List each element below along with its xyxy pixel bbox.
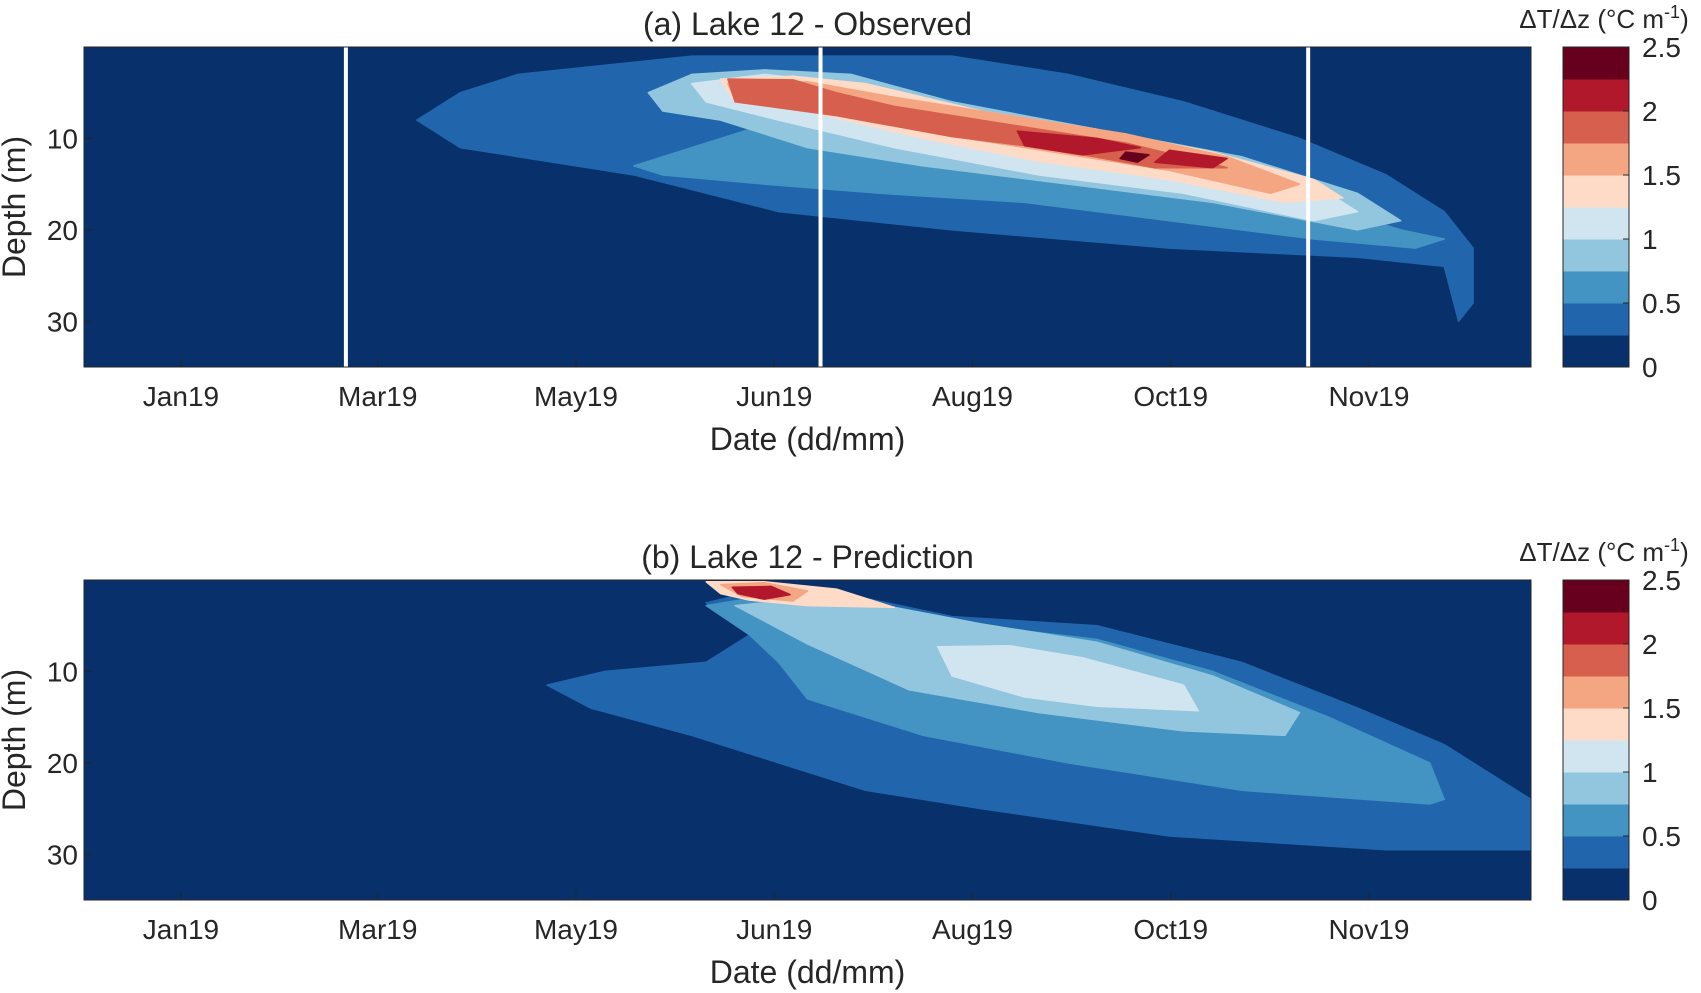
colorbar-segment bbox=[1563, 612, 1629, 645]
colorbar-segment bbox=[1563, 772, 1629, 805]
colorbar-segment bbox=[1563, 335, 1629, 368]
colorbar-label-main: ΔT/Δz (°C m bbox=[1519, 4, 1664, 34]
colorbar-tick-label: 2 bbox=[1642, 96, 1658, 127]
x-tick-label: Jun19 bbox=[736, 381, 812, 412]
x-tick-label: May19 bbox=[534, 381, 618, 412]
colorbar-label-close: ) bbox=[1680, 537, 1689, 567]
x-tick-label: Mar19 bbox=[338, 914, 417, 945]
colorbar-segment bbox=[1563, 708, 1629, 741]
colorbar-tick-label: 1 bbox=[1642, 757, 1658, 788]
colorbar: 0 0.5 1 1.5 2 2.5ΔT/Δz (°C m-1) bbox=[1519, 2, 1688, 383]
colorbar-tick-label: 0.5 bbox=[1642, 821, 1681, 852]
gradient-region-8 bbox=[1154, 149, 1228, 169]
colorbar-segment bbox=[1563, 644, 1629, 677]
colorbar-segment bbox=[1563, 111, 1629, 144]
y-tick-label: 10 bbox=[47, 123, 78, 154]
colorbar-label-main: ΔT/Δz (°C m bbox=[1519, 537, 1664, 567]
colorbar-segment bbox=[1563, 676, 1629, 709]
gradient-region-7 bbox=[1016, 130, 1142, 156]
axes-frame bbox=[83, 579, 1532, 901]
gradient-field bbox=[546, 581, 1531, 851]
colorbar-tick-label: 2.5 bbox=[1642, 32, 1681, 63]
panel-a: (a) Lake 12 - Observed Jan19 Mar19 May19 Jun… bbox=[0, 2, 1689, 457]
gradient-region-3 bbox=[936, 645, 1199, 712]
y-tick-label: 30 bbox=[47, 306, 78, 337]
colorbar-tick-label: 2 bbox=[1642, 629, 1658, 660]
colorbar-label: ΔT/Δz (°C m-1) bbox=[1519, 535, 1688, 567]
colorbar-segment bbox=[1563, 740, 1629, 773]
colorbar-segment bbox=[1563, 836, 1629, 869]
panel-b: (b) Lake 12 - Prediction Jan19 Mar19 May19 J… bbox=[0, 535, 1689, 990]
x-tick-label: Oct19 bbox=[1133, 914, 1208, 945]
colorbar-segment bbox=[1563, 580, 1629, 613]
y-tick-label: 20 bbox=[47, 748, 78, 779]
x-tick-label: Jan19 bbox=[143, 381, 219, 412]
x-tick-label: Aug19 bbox=[932, 914, 1013, 945]
y-tick-label: 10 bbox=[47, 656, 78, 687]
colorbar-segment bbox=[1563, 207, 1629, 240]
colorbar-frame bbox=[1562, 579, 1630, 901]
colorbar-segment bbox=[1563, 804, 1629, 837]
x-tick-label: May19 bbox=[534, 914, 618, 945]
colorbar-tick-label: 1.5 bbox=[1642, 160, 1681, 191]
colorbar-segment bbox=[1563, 79, 1629, 112]
colorbar-segment bbox=[1563, 868, 1629, 901]
axes-frame bbox=[83, 46, 1532, 368]
colorbar-tick-label: 2.5 bbox=[1642, 565, 1681, 596]
x-tick-label: Jun19 bbox=[736, 914, 812, 945]
x-tick-label: Jan19 bbox=[143, 914, 219, 945]
colorbar-frame bbox=[1562, 46, 1630, 368]
colorbar-segment bbox=[1563, 143, 1629, 176]
colorbar-tick-label: 0 bbox=[1642, 352, 1658, 383]
colorbar-segment bbox=[1563, 47, 1629, 80]
colorbar-tick-label: 1 bbox=[1642, 224, 1658, 255]
x-tick-label: Aug19 bbox=[932, 381, 1013, 412]
colorbar-label-sup: -1 bbox=[1664, 2, 1680, 22]
y-tick-label: 30 bbox=[47, 839, 78, 870]
chart-title: (a) Lake 12 - Observed bbox=[643, 6, 972, 42]
colorbar-tick-label: 1.5 bbox=[1642, 693, 1681, 724]
colorbar-label-sup: -1 bbox=[1664, 535, 1680, 555]
colorbar-label: ΔT/Δz (°C m-1) bbox=[1519, 2, 1688, 34]
colorbar-tick-label: 0 bbox=[1642, 885, 1658, 916]
colorbar-tick-label: 0.5 bbox=[1642, 288, 1681, 319]
x-axis-label: Date (dd/mm) bbox=[710, 421, 906, 457]
colorbar-segment bbox=[1563, 271, 1629, 304]
x-tick-label: Oct19 bbox=[1133, 381, 1208, 412]
colorbar-segment bbox=[1563, 175, 1629, 208]
x-tick-label: Nov19 bbox=[1328, 914, 1409, 945]
colorbar-segment bbox=[1563, 303, 1629, 336]
colorbar-segment bbox=[1563, 239, 1629, 272]
y-axis-label: Depth (m) bbox=[0, 669, 32, 811]
x-axis-label: Date (dd/mm) bbox=[710, 954, 906, 990]
gradient-region-9 bbox=[1119, 151, 1150, 163]
x-tick-label: Mar19 bbox=[338, 381, 417, 412]
gradient-region-6 bbox=[731, 585, 791, 600]
colorbar-label-close: ) bbox=[1680, 4, 1689, 34]
x-tick-label: Nov19 bbox=[1328, 381, 1409, 412]
colorbar: 0 0.5 1 1.5 2 2.5ΔT/Δz (°C m-1) bbox=[1519, 535, 1688, 916]
gradient-field bbox=[416, 55, 1474, 323]
y-tick-label: 20 bbox=[47, 215, 78, 246]
chart-title: (b) Lake 12 - Prediction bbox=[641, 539, 974, 575]
y-axis-label: Depth (m) bbox=[0, 136, 32, 278]
